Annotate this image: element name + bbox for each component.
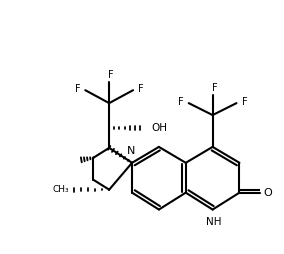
Text: CH₃: CH₃ bbox=[53, 185, 69, 194]
Text: F: F bbox=[74, 84, 80, 94]
Text: OH: OH bbox=[151, 123, 167, 133]
Text: F: F bbox=[108, 70, 114, 80]
Text: O: O bbox=[263, 188, 272, 198]
Text: N: N bbox=[127, 146, 135, 156]
Text: F: F bbox=[212, 83, 218, 93]
Text: NH: NH bbox=[206, 216, 221, 227]
Text: F: F bbox=[138, 84, 144, 94]
Text: F: F bbox=[178, 97, 183, 107]
Text: F: F bbox=[242, 97, 247, 107]
